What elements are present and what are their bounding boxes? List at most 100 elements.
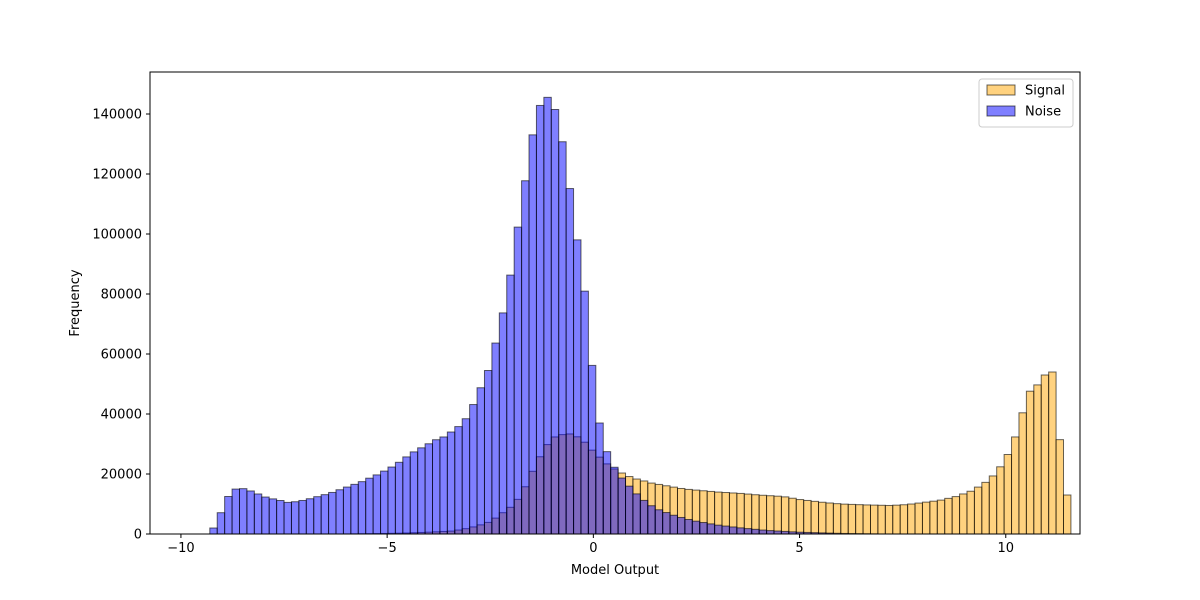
noise-bar	[595, 422, 604, 535]
signal-bar	[892, 504, 901, 535]
noise-bar	[320, 494, 330, 535]
noise-bar	[669, 514, 678, 535]
signal-bar	[810, 500, 820, 535]
y-axis-label: Frequency	[68, 269, 83, 336]
noise-bar	[714, 524, 723, 535]
noise-bar	[409, 451, 419, 535]
noise-bar	[506, 274, 515, 535]
signal-bar	[988, 475, 998, 535]
noise-bar	[261, 496, 270, 535]
signal-bar	[751, 494, 760, 535]
signal-bar	[877, 504, 886, 535]
x-tick-label: 10	[997, 541, 1014, 556]
noise-bar	[268, 498, 278, 535]
noise-bar	[558, 141, 567, 535]
noise-bar	[357, 481, 367, 535]
noise-bar	[617, 477, 627, 535]
signal-bar	[825, 502, 834, 535]
noise-bar	[402, 456, 411, 535]
y-tick-label: 140000	[92, 108, 142, 123]
signal-bar	[921, 501, 931, 535]
signal-bar	[1048, 371, 1057, 535]
x-tick-label: −10	[167, 541, 194, 556]
noise-bar	[662, 512, 671, 535]
noise-bar	[380, 470, 389, 535]
noise-bar	[224, 496, 233, 535]
noise-bar	[394, 461, 404, 535]
signal-bar	[1011, 436, 1020, 535]
signal-bar	[944, 497, 953, 535]
signal-bar	[996, 466, 1005, 535]
noise-bar	[535, 104, 545, 535]
x-tick-label: 0	[589, 541, 597, 556]
y-tick-label: 60000	[101, 348, 142, 363]
legend-swatch-signal	[986, 84, 1016, 96]
noise-bar	[521, 180, 530, 535]
noise-bar	[439, 436, 448, 535]
signal-bar	[1055, 439, 1065, 535]
noise-bar	[209, 527, 218, 535]
axes-frame	[149, 71, 1081, 535]
noise-bar	[610, 466, 619, 535]
noise-bar	[676, 516, 686, 535]
noise-bar	[721, 525, 730, 535]
noise-bar	[706, 523, 716, 535]
signal-bar	[869, 504, 879, 535]
noise-bar	[283, 501, 292, 535]
noise-bar	[736, 527, 745, 535]
noise-bar	[246, 490, 255, 535]
noise-bar	[276, 500, 285, 535]
signal-bar	[951, 496, 961, 535]
signal-bar	[907, 503, 916, 535]
signal-bar	[832, 503, 842, 535]
noise-bar	[491, 342, 500, 535]
y-tick-label: 120000	[92, 168, 142, 183]
signal-bar	[862, 504, 871, 535]
noise-bar	[365, 477, 374, 535]
noise-bar	[647, 505, 656, 535]
noise-bar	[328, 491, 337, 535]
noise-bar	[602, 451, 612, 535]
noise-bar	[639, 499, 649, 535]
signal-bar	[1003, 454, 1013, 535]
x-tick-label: −5	[378, 541, 397, 556]
noise-bar	[743, 528, 753, 535]
noise-bar	[446, 431, 456, 535]
signal-bar	[1018, 412, 1027, 535]
noise-bar	[758, 529, 768, 535]
signal-bar	[818, 501, 827, 535]
noise-bar	[216, 512, 226, 535]
signal-bar	[914, 502, 923, 535]
noise-bar	[305, 498, 315, 535]
signal-bar	[1063, 494, 1072, 535]
signal-bar	[795, 499, 805, 535]
noise-bar	[483, 370, 493, 535]
signal-bar	[743, 493, 753, 535]
noise-bar	[625, 485, 634, 535]
noise-bar	[387, 466, 396, 535]
legend-label-noise: Noise	[1025, 105, 1061, 120]
signal-bar	[766, 495, 775, 535]
noise-bar	[699, 522, 708, 535]
noise-bar	[335, 489, 344, 535]
legend-label-signal: Signal	[1025, 84, 1065, 99]
signal-bar	[840, 503, 849, 535]
y-axis-ticks: 0 20000 40000 60000 80000 100000 120000 140000	[92, 108, 150, 543]
y-tick-label: 20000	[101, 468, 142, 483]
noise-bar	[550, 109, 560, 535]
noise-bar	[691, 520, 701, 535]
noise-bar	[454, 426, 463, 535]
signal-bar	[847, 503, 857, 535]
noise-bar	[632, 493, 641, 535]
noise-bar	[372, 474, 382, 535]
signal-bar	[981, 481, 990, 535]
noise-bar	[565, 188, 575, 535]
x-axis-label: Model Output	[571, 563, 659, 578]
noise-bar	[573, 239, 582, 535]
signal-bar	[966, 490, 975, 535]
signal-bar	[758, 494, 768, 535]
signal-bar	[936, 499, 946, 535]
noise-bar	[238, 488, 248, 535]
noise-bar	[342, 486, 352, 535]
legend-swatch-noise	[986, 105, 1016, 117]
